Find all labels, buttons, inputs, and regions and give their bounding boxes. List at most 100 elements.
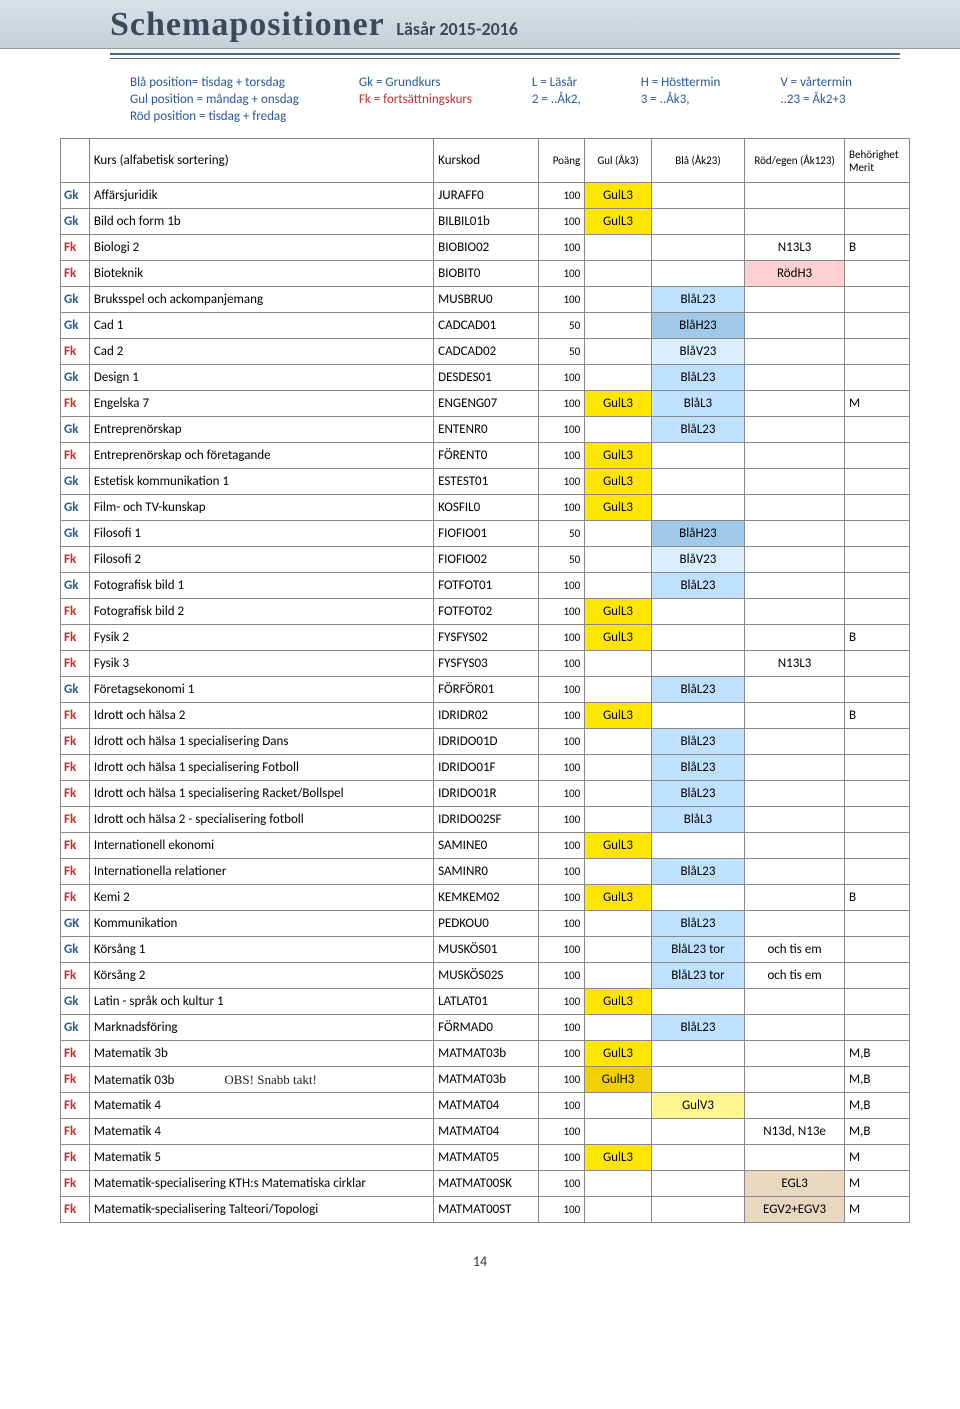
- cell-bla: BlåL23 tor: [651, 937, 744, 963]
- cell-merit: [845, 677, 910, 703]
- legend-col-v: V = vårtermin ..23 = Åk2+3: [780, 75, 852, 124]
- cell-code: FÖRMAD0: [434, 1015, 538, 1041]
- cell-name: Film- och TV-kunskap: [89, 495, 433, 521]
- cell-poang: 100: [538, 1067, 585, 1093]
- cell-gul: [585, 677, 652, 703]
- cell-type: Fk: [61, 1197, 90, 1223]
- table-row: GkFöretagsekonomi 1FÖRFÖR01100BlåL23: [61, 677, 910, 703]
- table-row: FkCad 2CADCAD0250BlåV23: [61, 339, 910, 365]
- cell-rod: [745, 911, 845, 937]
- table-row: GkDesign 1DESDES01100BlåL23: [61, 365, 910, 391]
- cell-rod: [745, 755, 845, 781]
- cell-poang: 100: [538, 599, 585, 625]
- cell-name: Idrott och hälsa 2: [89, 703, 433, 729]
- cell-name: Marknadsföring: [89, 1015, 433, 1041]
- cell-rod: [745, 1093, 845, 1119]
- th-kurs: Kurs (alfabetisk sortering): [89, 139, 433, 183]
- cell-gul: [585, 911, 652, 937]
- cell-type: Fk: [61, 807, 90, 833]
- th-type: [61, 139, 90, 183]
- cell-gul: [585, 417, 652, 443]
- cell-poang: 100: [538, 1197, 585, 1223]
- cell-rod: N13L3: [745, 651, 845, 677]
- cell-merit: [845, 521, 910, 547]
- table-row: FkBioteknikBIOBIT0100RödH3: [61, 261, 910, 287]
- cell-code: IDRIDR02: [434, 703, 538, 729]
- cell-poang: 100: [538, 651, 585, 677]
- cell-gul: GulL3: [585, 989, 652, 1015]
- cell-poang: 100: [538, 469, 585, 495]
- cell-code: MUSKÖS01: [434, 937, 538, 963]
- cell-code: PEDKOU0: [434, 911, 538, 937]
- table-row: FkMatematik 4MATMAT04100GulV3M,B: [61, 1093, 910, 1119]
- cell-type: Fk: [61, 391, 90, 417]
- cell-rod: [745, 1015, 845, 1041]
- cell-poang: 100: [538, 885, 585, 911]
- table-row: FkFotografisk bild 2FOTFOT02100GulL3: [61, 599, 910, 625]
- cell-code: FYSFYS03: [434, 651, 538, 677]
- header-divider: [0, 53, 960, 67]
- cell-merit: [845, 781, 910, 807]
- cell-poang: 100: [538, 833, 585, 859]
- cell-bla: [651, 495, 744, 521]
- cell-name: Biologi 2: [89, 235, 433, 261]
- cell-gul: [585, 859, 652, 885]
- cell-gul: GulL3: [585, 391, 652, 417]
- table-row: GkFotografisk bild 1FOTFOT01100BlåL23: [61, 573, 910, 599]
- cell-gul: [585, 1197, 652, 1223]
- cell-gul: GulL3: [585, 495, 652, 521]
- cell-gul: GulL3: [585, 183, 652, 209]
- cell-bla: [651, 1119, 744, 1145]
- cell-merit: B: [845, 625, 910, 651]
- table-row: FkMatematik 3bMATMAT03b100GulL3M,B: [61, 1041, 910, 1067]
- cell-rod: [745, 521, 845, 547]
- cell-type: Gk: [61, 677, 90, 703]
- cell-name: Kommunikation: [89, 911, 433, 937]
- page-subtitle: Läsår 2015-2016: [396, 18, 518, 40]
- cell-merit: [845, 937, 910, 963]
- table-row: GkKörsång 1MUSKÖS01100BlåL23 toroch tis …: [61, 937, 910, 963]
- table-row: GkMarknadsföringFÖRMAD0100BlåL23: [61, 1015, 910, 1041]
- cell-merit: M: [845, 1145, 910, 1171]
- legend: Blå position= tisdag + torsdag Gul posit…: [0, 67, 960, 138]
- cell-poang: 100: [538, 443, 585, 469]
- cell-type: Fk: [61, 781, 90, 807]
- table-row: FkFysik 3FYSFYS03100N13L3: [61, 651, 910, 677]
- cell-bla: BlåH23: [651, 313, 744, 339]
- cell-gul: [585, 1093, 652, 1119]
- cell-gul: [585, 547, 652, 573]
- cell-name: Cad 2: [89, 339, 433, 365]
- cell-merit: [845, 469, 910, 495]
- cell-code: LATLAT01: [434, 989, 538, 1015]
- cell-poang: 100: [538, 209, 585, 235]
- cell-gul: [585, 365, 652, 391]
- cell-bla: [651, 599, 744, 625]
- cell-rod: [745, 313, 845, 339]
- cell-gul: [585, 313, 652, 339]
- cell-type: Gk: [61, 573, 90, 599]
- cell-name: Matematik-specialisering KTH:s Matematis…: [89, 1171, 433, 1197]
- cell-code: MUSBRU0: [434, 287, 538, 313]
- cell-gul: [585, 781, 652, 807]
- cell-rod: [745, 703, 845, 729]
- cell-gul: [585, 1171, 652, 1197]
- cell-code: KOSFIL0: [434, 495, 538, 521]
- schedule-table: Kurs (alfabetisk sortering) Kurskod Poän…: [60, 138, 910, 1223]
- cell-poang: 100: [538, 1171, 585, 1197]
- cell-poang: 50: [538, 521, 585, 547]
- cell-type: Gk: [61, 495, 90, 521]
- cell-poang: 100: [538, 1015, 585, 1041]
- cell-merit: [845, 495, 910, 521]
- cell-merit: [845, 183, 910, 209]
- cell-merit: [845, 261, 910, 287]
- table-row: GkAffärsjuridikJURAFF0100GulL3: [61, 183, 910, 209]
- cell-rod: [745, 859, 845, 885]
- cell-gul: [585, 1015, 652, 1041]
- cell-bla: BlåL23: [651, 417, 744, 443]
- cell-code: ESTEST01: [434, 469, 538, 495]
- table-row: FkIdrott och hälsa 1 specialisering Rack…: [61, 781, 910, 807]
- cell-code: FOTFOT02: [434, 599, 538, 625]
- cell-name: Internationella relationer: [89, 859, 433, 885]
- cell-poang: 100: [538, 235, 585, 261]
- cell-type: Gk: [61, 1015, 90, 1041]
